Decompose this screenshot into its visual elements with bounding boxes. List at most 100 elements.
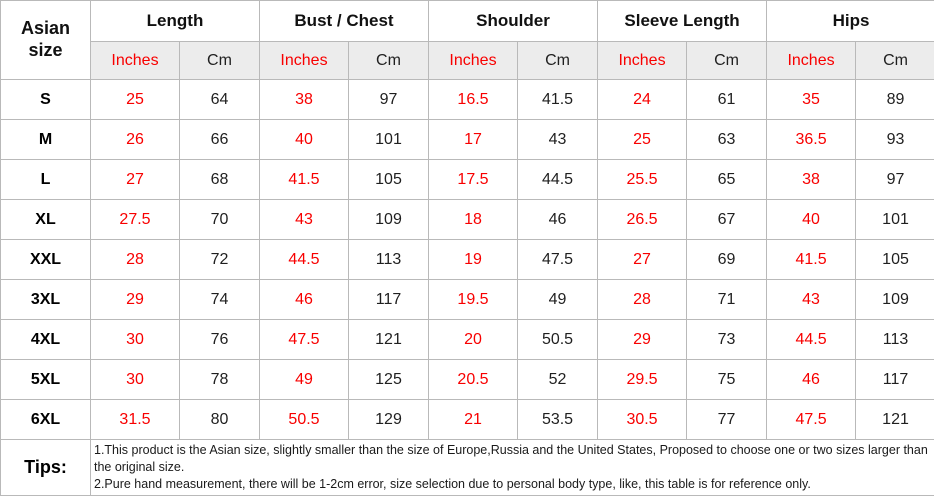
unit-header-row: Inches Cm Inches Cm Inches Cm Inches Cm … — [1, 42, 934, 80]
cm-value: 121 — [856, 400, 934, 440]
group-header-length: Length — [91, 1, 260, 42]
size-label: XL — [1, 200, 91, 240]
cm-value: 64 — [180, 80, 260, 120]
inches-value: 44.5 — [260, 240, 349, 280]
inches-value: 44.5 — [767, 320, 856, 360]
tips-text: 1.This product is the Asian size, slight… — [91, 440, 934, 496]
inches-value: 43 — [260, 200, 349, 240]
unit-header-bust-cm: Cm — [349, 42, 429, 80]
cm-value: 49 — [518, 280, 598, 320]
cm-value: 53.5 — [518, 400, 598, 440]
corner-header: Asian size — [1, 1, 91, 80]
cm-value: 109 — [349, 200, 429, 240]
size-label: M — [1, 120, 91, 160]
inches-value: 25 — [91, 80, 180, 120]
cm-value: 71 — [687, 280, 767, 320]
inches-value: 47.5 — [767, 400, 856, 440]
cm-value: 70 — [180, 200, 260, 240]
group-header-row: Asian size Length Bust / Chest Shoulder … — [1, 1, 934, 42]
inches-value: 49 — [260, 360, 349, 400]
inches-value: 50.5 — [260, 400, 349, 440]
cm-value: 69 — [687, 240, 767, 280]
cm-value: 80 — [180, 400, 260, 440]
inches-value: 36.5 — [767, 120, 856, 160]
inches-value: 46 — [767, 360, 856, 400]
inches-value: 40 — [260, 120, 349, 160]
size-label: S — [1, 80, 91, 120]
unit-header-sleeve-cm: Cm — [687, 42, 767, 80]
inches-value: 26 — [91, 120, 180, 160]
cm-value: 93 — [856, 120, 934, 160]
tips-line-2: 2.Pure hand measurement, there will be 1… — [94, 476, 932, 493]
cm-value: 129 — [349, 400, 429, 440]
inches-value: 29.5 — [598, 360, 687, 400]
cm-value: 97 — [856, 160, 934, 200]
cm-value: 44.5 — [518, 160, 598, 200]
cm-value: 65 — [687, 160, 767, 200]
unit-header-shoulder-inches: Inches — [429, 42, 518, 80]
unit-header-length-inches: Inches — [91, 42, 180, 80]
unit-header-hips-inches: Inches — [767, 42, 856, 80]
cm-value: 73 — [687, 320, 767, 360]
cm-value: 50.5 — [518, 320, 598, 360]
inches-value: 38 — [767, 160, 856, 200]
inches-value: 19 — [429, 240, 518, 280]
cm-value: 67 — [687, 200, 767, 240]
cm-value: 117 — [856, 360, 934, 400]
cm-value: 63 — [687, 120, 767, 160]
inches-value: 29 — [598, 320, 687, 360]
cm-value: 113 — [856, 320, 934, 360]
group-header-shoulder: Shoulder — [429, 1, 598, 42]
cm-value: 68 — [180, 160, 260, 200]
cm-value: 105 — [349, 160, 429, 200]
group-header-bust-chest: Bust / Chest — [260, 1, 429, 42]
size-label: 3XL — [1, 280, 91, 320]
inches-value: 46 — [260, 280, 349, 320]
inches-value: 43 — [767, 280, 856, 320]
size-label: 6XL — [1, 400, 91, 440]
inches-value: 27 — [598, 240, 687, 280]
size-label: XXL — [1, 240, 91, 280]
cm-value: 76 — [180, 320, 260, 360]
cm-value: 61 — [687, 80, 767, 120]
tips-label: Tips: — [1, 440, 91, 496]
inches-value: 27 — [91, 160, 180, 200]
cm-value: 109 — [856, 280, 934, 320]
size-label: L — [1, 160, 91, 200]
cm-value: 121 — [349, 320, 429, 360]
inches-value: 16.5 — [429, 80, 518, 120]
inches-value: 30.5 — [598, 400, 687, 440]
inches-value: 25 — [598, 120, 687, 160]
inches-value: 28 — [598, 280, 687, 320]
cm-value: 66 — [180, 120, 260, 160]
tips-row: Tips: 1.This product is the Asian size, … — [1, 440, 934, 496]
cm-value: 47.5 — [518, 240, 598, 280]
cm-value: 97 — [349, 80, 429, 120]
inches-value: 40 — [767, 200, 856, 240]
cm-value: 78 — [180, 360, 260, 400]
size-label: 4XL — [1, 320, 91, 360]
cm-value: 105 — [856, 240, 934, 280]
group-header-hips: Hips — [767, 1, 934, 42]
group-header-sleeve-length: Sleeve Length — [598, 1, 767, 42]
unit-header-length-cm: Cm — [180, 42, 260, 80]
cm-value: 113 — [349, 240, 429, 280]
unit-header-shoulder-cm: Cm — [518, 42, 598, 80]
inches-value: 27.5 — [91, 200, 180, 240]
inches-value: 38 — [260, 80, 349, 120]
inches-value: 17.5 — [429, 160, 518, 200]
inches-value: 47.5 — [260, 320, 349, 360]
cm-value: 72 — [180, 240, 260, 280]
inches-value: 41.5 — [767, 240, 856, 280]
inches-value: 41.5 — [260, 160, 349, 200]
inches-value: 35 — [767, 80, 856, 120]
